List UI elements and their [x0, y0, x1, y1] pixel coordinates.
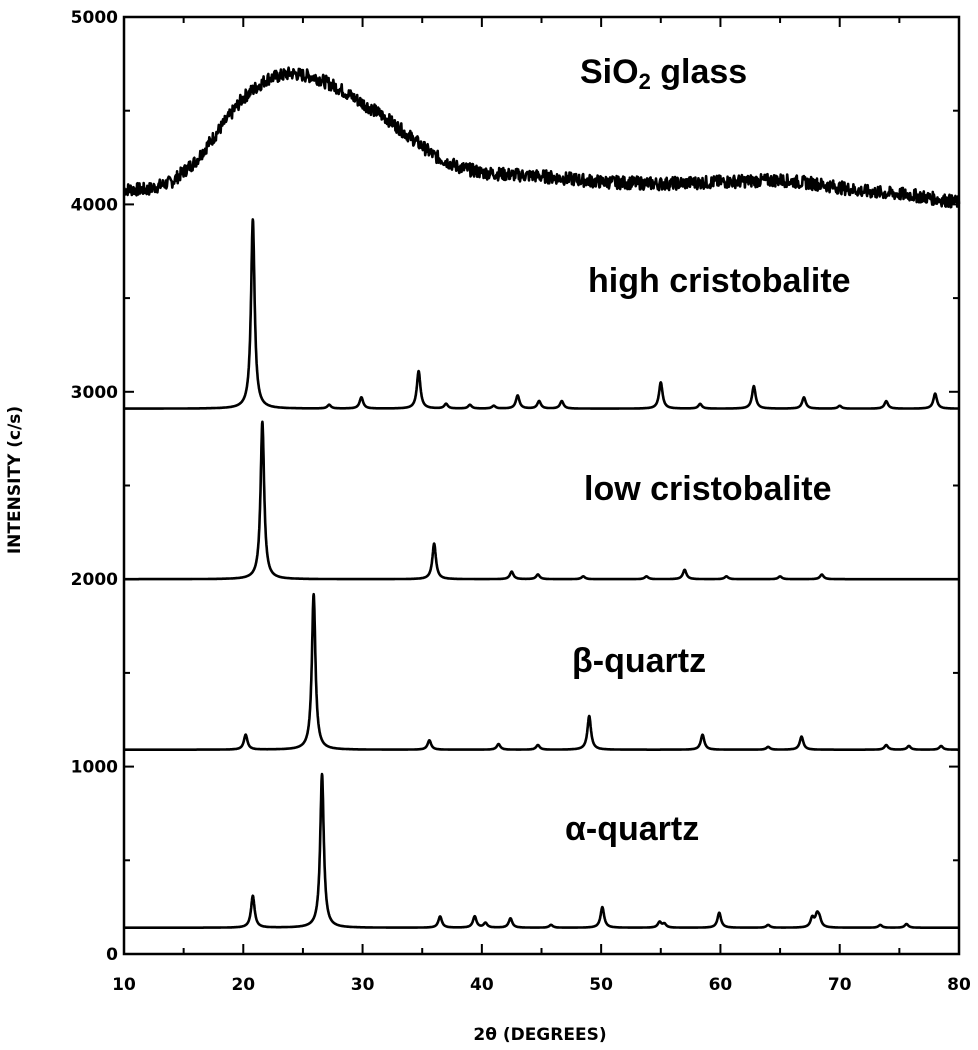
x-tick-label: 10	[112, 975, 136, 995]
trace-1	[122, 218, 961, 410]
trace-4	[122, 772, 961, 929]
x-axis-title: 2θ (DEGREES)	[473, 1025, 606, 1045]
x-tick-label: 30	[351, 975, 375, 995]
axis-ticks	[123, 16, 960, 955]
y-tick-label: 3000	[71, 383, 118, 403]
x-tick-labels: 10 20 30 40 50 60 70 80	[112, 975, 971, 995]
x-tick-label: 70	[828, 975, 852, 995]
x-tick-label: 20	[231, 975, 255, 995]
trace-3	[122, 592, 961, 751]
trace-0	[122, 66, 961, 209]
y-tick-label: 5000	[71, 8, 118, 28]
series-labels: SiO2 glass high cristobalite low cristob…	[565, 53, 851, 848]
series-traces	[122, 66, 961, 929]
plot-frame	[122, 15, 961, 956]
series-label-sio2-glass: SiO2 glass	[580, 53, 747, 94]
x-tick-label: 80	[947, 975, 971, 995]
x-tick-label: 50	[589, 975, 613, 995]
x-tick-label: 40	[470, 975, 494, 995]
series-label-low-cristobalite: low cristobalite	[584, 470, 832, 508]
x-tick-label: 60	[709, 975, 733, 995]
y-tick-labels: 0 1000 2000 3000 4000 5000	[71, 8, 118, 965]
y-tick-label: 1000	[71, 758, 118, 778]
series-label-beta-quartz: β-quartz	[572, 642, 706, 680]
y-tick-label: 4000	[71, 195, 118, 215]
trace-2	[122, 420, 961, 581]
y-tick-label: 0	[106, 945, 118, 965]
y-tick-label: 2000	[71, 570, 118, 590]
y-axis-title: INTENSITY (c/s)	[5, 406, 25, 554]
series-label-alpha-quartz: α-quartz	[565, 810, 699, 848]
series-label-high-cristobalite: high cristobalite	[588, 262, 851, 300]
